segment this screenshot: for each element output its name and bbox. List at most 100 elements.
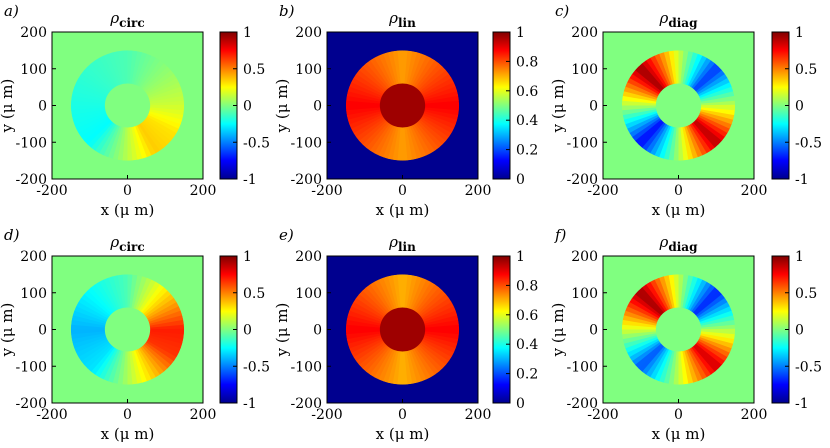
y-tick-label: -200: [16, 396, 47, 412]
colorbar-tick-label: 0: [243, 99, 252, 115]
title-symbol: ρ: [109, 9, 119, 27]
y-axis-label: y (μ m): [0, 303, 16, 358]
inner-hole: [104, 307, 151, 352]
panel-letter: a): [4, 2, 19, 20]
y-tick-label: -100: [291, 359, 322, 375]
colorbar-tick-label: 0.6: [516, 308, 538, 324]
heatmap-body: [52, 256, 203, 403]
panel-letter: b): [279, 2, 295, 20]
panel-e: -200 0 200 200 100 0 -100 -200 x (μ m) y (μ m) ρli…: [273, 226, 538, 443]
colorbar-tick-label: 1: [516, 25, 525, 41]
x-axis-label: x (μ m): [376, 425, 430, 443]
y-tick-label: 100: [571, 62, 598, 78]
colorbar-tick-label: -1: [795, 172, 809, 188]
colorbar-tick-label: 0.5: [243, 286, 265, 302]
colorbar-tick-label: 0.8: [516, 54, 538, 70]
title-subscript: diag: [668, 16, 698, 30]
colorbar-tick-label: 0.5: [795, 286, 817, 302]
colorbar-tick-label: -0.5: [243, 135, 270, 151]
title-subscript: circ: [119, 16, 145, 30]
y-axis-label: y (μ m): [273, 79, 291, 134]
outside-mask: [603, 256, 754, 403]
y-tick-label: -100: [567, 359, 598, 375]
y-axis-label: y (μ m): [273, 303, 291, 358]
colorbar-tick-label: 1: [516, 249, 525, 265]
colorbar-tick-label: -1: [243, 396, 257, 412]
x-axis-label: x (μ m): [652, 425, 706, 443]
y-tick-label: 0: [589, 99, 598, 115]
outside-mask: [327, 256, 478, 403]
inner-hole: [379, 307, 426, 352]
panel-title: ρlin: [388, 9, 416, 30]
y-tick-label: -200: [567, 172, 598, 188]
outside-mask: [327, 32, 478, 179]
y-tick-label: -200: [567, 396, 598, 412]
colorbar-tick-label: 0.6: [516, 84, 538, 100]
y-tick-label: 200: [571, 249, 598, 265]
panel-letter: c): [555, 2, 569, 20]
colorbar-tick-label: 1: [795, 25, 804, 41]
panel-a: -200 0 200 200 100 0 -100 -200 x (μ m) y (μ m) ρci…: [0, 2, 270, 219]
x-tick-label: -200: [311, 183, 342, 199]
y-tick-label: 200: [20, 25, 47, 41]
heatmap-body: [327, 32, 478, 179]
y-tick-label: 200: [20, 249, 47, 265]
panel-title: ρdiag: [659, 9, 699, 30]
colorbar-tick-label: 0: [516, 396, 525, 412]
heatmap-body: [603, 32, 754, 179]
colorbar-tick-label: -1: [795, 396, 809, 412]
panel-title: ρcirc: [109, 233, 144, 254]
inner-hole: [655, 307, 702, 352]
title-symbol: ρ: [388, 9, 398, 27]
colorbar-tick-label: 0: [243, 323, 252, 339]
x-tick-label: 0: [398, 407, 407, 423]
x-axis-label: x (μ m): [652, 201, 706, 219]
heatmap-body: [327, 256, 478, 403]
heatmap-body: [603, 256, 754, 403]
x-tick-label: 200: [741, 183, 768, 199]
y-tick-label: -100: [16, 359, 47, 375]
colorbar-tick-label: 0.2: [516, 143, 538, 159]
y-tick-label: -200: [291, 172, 322, 188]
panel-letter: d): [4, 226, 20, 244]
panel-c: -200 0 200 200 100 0 -100 -200 x (μ m) y (μ m) ρdi…: [549, 2, 822, 219]
colorbar-tick-label: 0.5: [795, 62, 817, 78]
y-tick-label: 0: [313, 323, 322, 339]
y-tick-label: 100: [295, 62, 322, 78]
colorbar-tick-label: 1: [243, 25, 252, 41]
x-tick-label: -200: [36, 407, 67, 423]
y-tick-label: -100: [291, 135, 322, 151]
colorbar-tick-label: 0: [795, 323, 804, 339]
x-tick-label: 200: [190, 183, 217, 199]
y-axis-label: y (μ m): [549, 79, 567, 134]
colorbar-tick-label: 1: [795, 249, 804, 265]
y-tick-label: 100: [20, 62, 47, 78]
y-tick-label: -200: [291, 396, 322, 412]
y-tick-label: 100: [20, 286, 47, 302]
y-tick-label: 100: [571, 286, 598, 302]
y-tick-label: -100: [567, 135, 598, 151]
title-symbol: ρ: [659, 9, 669, 27]
panel-title: ρcirc: [109, 9, 144, 30]
y-tick-label: 200: [295, 249, 322, 265]
y-axis-label: y (μ m): [549, 303, 567, 358]
x-tick-label: 0: [123, 183, 132, 199]
y-tick-label: -200: [16, 172, 47, 188]
x-tick-label: 200: [190, 407, 217, 423]
colorbar-tick-label: -0.5: [243, 359, 270, 375]
outside-mask: [52, 256, 203, 403]
y-tick-label: -100: [16, 135, 47, 151]
panel-b: -200 0 200 200 100 0 -100 -200 x (μ m) y (μ m) ρli…: [273, 2, 538, 219]
colorbar-tick-label: 0.2: [516, 367, 538, 383]
x-tick-label: 200: [465, 407, 492, 423]
colorbar-tick-label: 1: [243, 249, 252, 265]
x-tick-label: -200: [587, 183, 618, 199]
x-tick-label: -200: [311, 407, 342, 423]
x-tick-label: 0: [398, 183, 407, 199]
y-axis-label: y (μ m): [0, 79, 16, 134]
y-tick-label: 100: [295, 286, 322, 302]
y-tick-label: 0: [589, 323, 598, 339]
ring-field: [70, 274, 185, 385]
heatmap-body: [52, 32, 203, 179]
